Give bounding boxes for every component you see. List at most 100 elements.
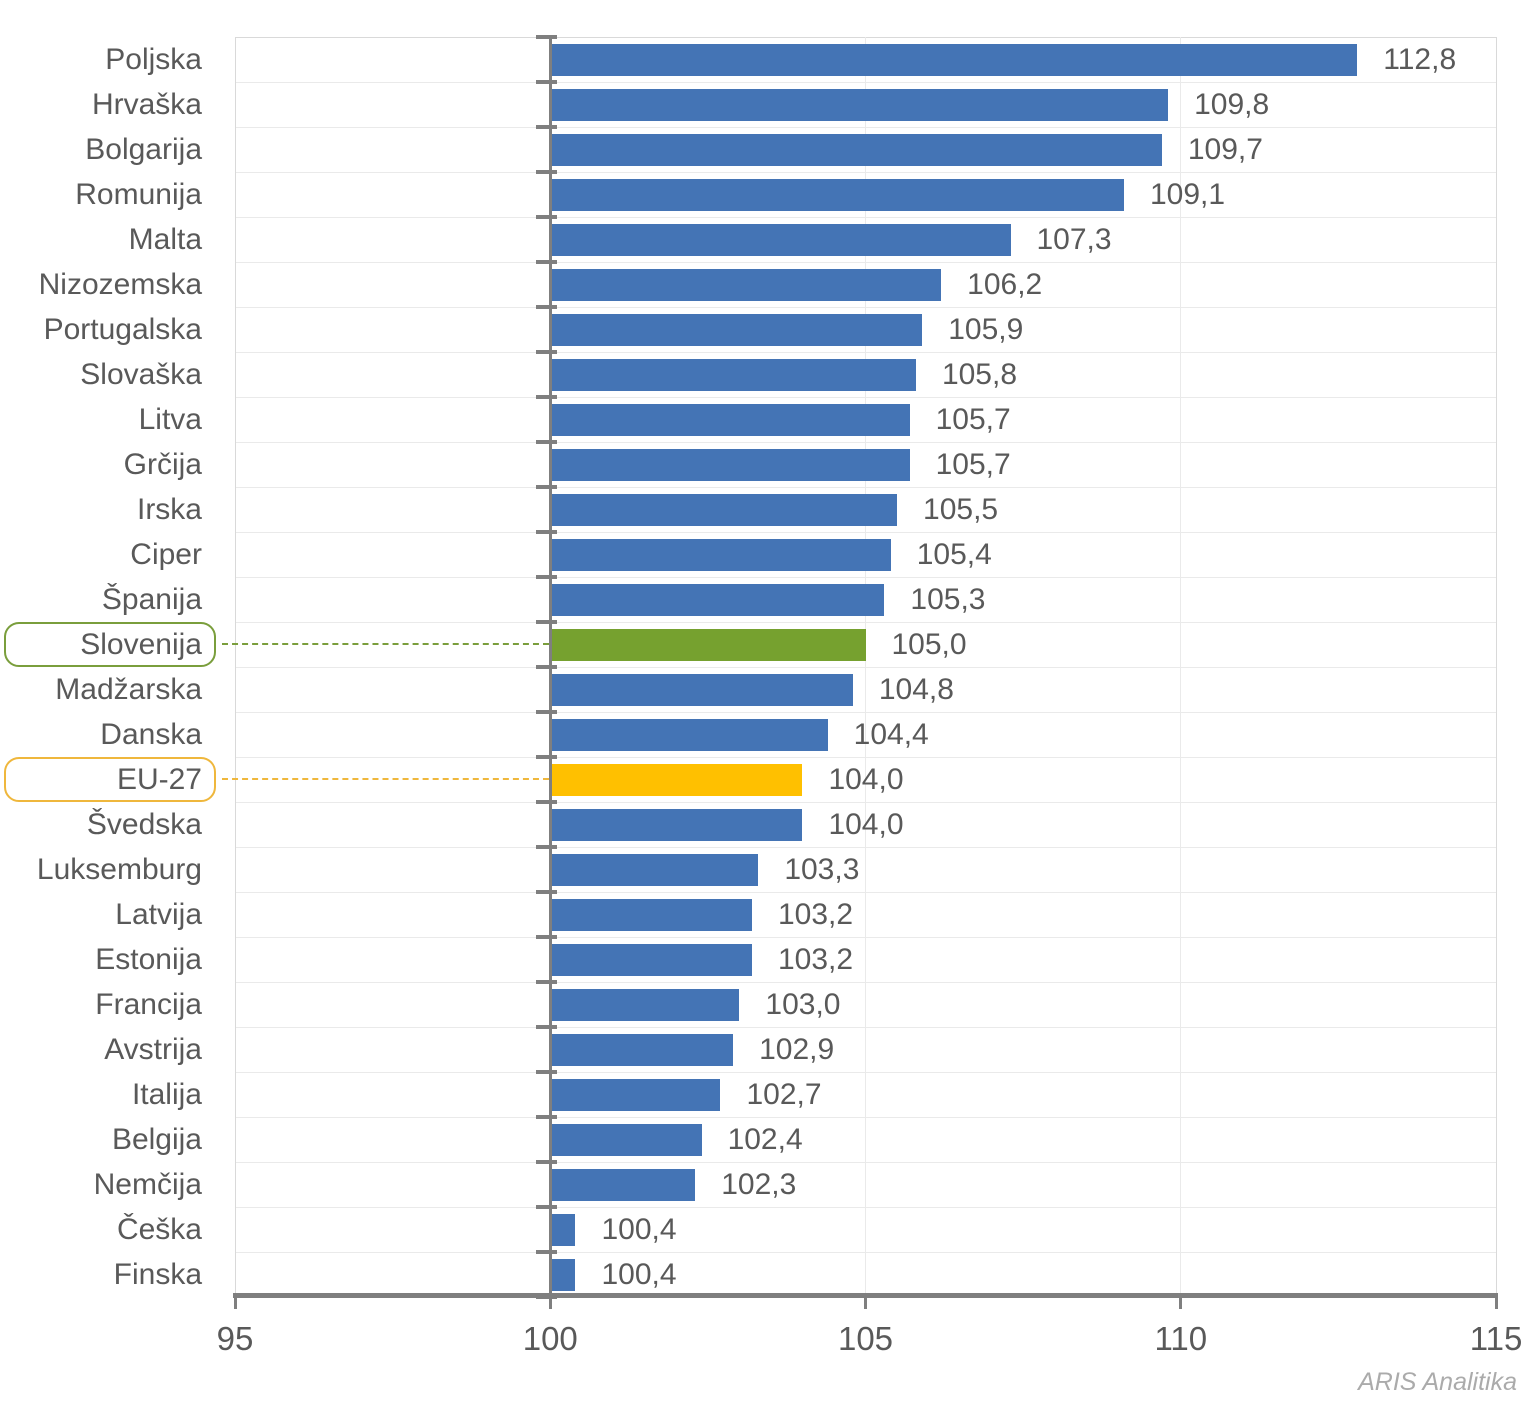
category-axis-tick <box>536 305 558 309</box>
country-label-malta: Malta <box>128 223 202 256</box>
bar-hrvaska <box>550 88 1169 121</box>
value-label-grcija: 105,7 <box>935 448 1011 481</box>
category-axis-tick <box>536 845 558 849</box>
bar-slovaska <box>550 358 916 391</box>
country-label-romunija: Romunija <box>75 178 202 211</box>
category-axis-tick <box>536 1250 558 1254</box>
country-label-bolgarija: Bolgarija <box>85 133 202 166</box>
category-axis-tick <box>536 980 558 984</box>
bar-nemcija <box>550 1168 696 1201</box>
bar-poljska <box>550 43 1358 76</box>
country-label-eu27: EU-27 <box>116 763 202 796</box>
value-label-svedska: 104,0 <box>828 808 904 841</box>
value-label-slovenija: 105,0 <box>891 628 967 661</box>
country-label-svedska: Švedska <box>86 808 202 841</box>
bar-latvija <box>550 898 752 931</box>
country-label-slovenija: Slovenija <box>80 628 202 661</box>
country-label-latvija: Latvija <box>115 898 202 931</box>
country-label-luksemburg: Luksemburg <box>36 853 202 886</box>
category-axis-tick <box>536 1160 558 1164</box>
slovenija-connector-line <box>222 643 549 645</box>
watermark: ARIS Analitika <box>1358 1368 1517 1396</box>
bar-svedska <box>550 808 803 841</box>
x-axis-tick-label: 105 <box>837 1320 894 1357</box>
country-label-estonija: Estonija <box>95 943 202 976</box>
category-axis-tick <box>536 35 558 39</box>
country-label-italija: Italija <box>131 1078 202 1111</box>
value-label-spanija: 105,3 <box>910 583 986 616</box>
bar-spanija <box>550 583 885 616</box>
value-label-latvija: 103,2 <box>778 898 854 931</box>
value-label-slovaska: 105,8 <box>941 358 1018 391</box>
country-label-hrvaska: Hrvaška <box>91 88 202 121</box>
category-axis-tick <box>536 485 558 489</box>
bar-madzarska <box>550 673 853 706</box>
category-axis-tick <box>536 125 558 129</box>
category-axis-tick <box>536 80 558 84</box>
country-label-spanija: Španija <box>101 583 202 616</box>
value-label-estonija: 103,2 <box>778 943 854 976</box>
slovenija-highlight-box <box>4 621 216 667</box>
value-label-hrvaska: 109,8 <box>1194 88 1270 121</box>
category-axis-tick <box>536 890 558 894</box>
value-label-bolgarija: 109,7 <box>1187 133 1263 166</box>
country-label-avstrija: Avstrija <box>104 1033 202 1066</box>
value-label-irska: 105,5 <box>923 493 999 526</box>
country-label-slovaska: Slovaška <box>80 358 202 391</box>
category-axis-tick <box>536 935 558 939</box>
country-label-irska: Irska <box>136 493 202 526</box>
country-label-portugalska: Portugalska <box>43 313 202 346</box>
category-axis-tick <box>536 530 558 534</box>
category-axis-tick <box>536 395 558 399</box>
country-label-danska: Danska <box>100 718 202 751</box>
category-axis-tick <box>536 440 558 444</box>
x-axis-line <box>233 1293 1498 1298</box>
value-label-portugalska: 105,9 <box>948 313 1024 346</box>
category-axis-tick <box>536 1025 558 1029</box>
country-label-francija: Francija <box>95 988 202 1021</box>
plot-area: 112,8 109,8 109,7 109,1 107,3 106,2 105,9 105,8… <box>234 35 1497 1299</box>
value-label-romunija: 109,1 <box>1150 178 1226 211</box>
category-axis-tick <box>536 350 558 354</box>
country-label-ceska: Češka <box>116 1213 202 1246</box>
gridline-v <box>234 37 236 1297</box>
eu27-connector-line <box>222 778 549 780</box>
gridline-v <box>1495 37 1497 1297</box>
bar-luksemburg <box>550 853 759 886</box>
x-axis-tick-label: 115 <box>1469 1320 1523 1357</box>
bar-romunija <box>550 178 1124 211</box>
bar-slovenija <box>550 628 866 661</box>
value-label-danska: 104,4 <box>853 718 929 751</box>
category-axis-tick <box>536 800 558 804</box>
bar-litva <box>550 403 910 436</box>
bar-finska <box>550 1258 576 1291</box>
country-label-nizozemska: Nizozemska <box>38 268 202 301</box>
bar-grcija <box>550 448 910 481</box>
value-label-eu27: 104,0 <box>828 763 904 796</box>
x-axis-tick-label: 100 <box>522 1320 578 1357</box>
bar-portugalska <box>550 313 923 346</box>
category-axis-tick <box>536 1115 558 1119</box>
category-axis-tick <box>536 575 558 579</box>
value-label-madzarska: 104,8 <box>878 673 954 706</box>
country-label-litva: Litva <box>138 403 202 436</box>
bar-estonija <box>550 943 752 976</box>
country-label-nemcija: Nemčija <box>93 1168 202 1201</box>
category-axis-tick <box>536 1070 558 1074</box>
category-axis-tick <box>536 620 558 624</box>
value-label-ceska: 100,4 <box>601 1213 677 1246</box>
x-axis-tick <box>1179 1297 1183 1309</box>
category-axis-tick <box>536 170 558 174</box>
bar-ceska <box>550 1213 576 1246</box>
country-label-grcija: Grčija <box>123 448 202 481</box>
value-label-luksemburg: 103,3 <box>784 853 860 886</box>
bar-avstrija <box>550 1033 734 1066</box>
value-label-francija: 103,0 <box>765 988 841 1021</box>
category-axis-tick <box>536 710 558 714</box>
bar-irska <box>550 493 898 526</box>
value-label-litva: 105,7 <box>935 403 1011 436</box>
bar-francija <box>550 988 740 1021</box>
bar-italija <box>550 1078 721 1111</box>
country-label-madzarska: Madžarska <box>55 673 202 706</box>
